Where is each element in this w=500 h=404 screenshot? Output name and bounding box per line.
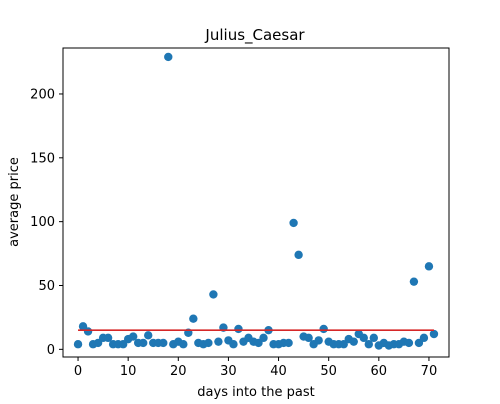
y-tick-label: 100 bbox=[30, 215, 55, 230]
data-point bbox=[128, 332, 138, 341]
x-tick-label: 50 bbox=[320, 364, 337, 379]
data-point bbox=[139, 338, 148, 348]
y-tick-label: 0 bbox=[47, 343, 55, 358]
data-point bbox=[429, 329, 439, 339]
data-point bbox=[144, 331, 153, 340]
data-point bbox=[419, 333, 429, 343]
data-point bbox=[259, 333, 268, 343]
data-point bbox=[409, 277, 419, 286]
data-point bbox=[314, 336, 323, 345]
data-point bbox=[229, 340, 238, 349]
data-point bbox=[289, 218, 298, 228]
chart-title: Julius_Caesar bbox=[204, 26, 305, 45]
x-tick-label: 10 bbox=[120, 364, 137, 379]
data-point bbox=[214, 337, 223, 346]
data-point bbox=[349, 337, 358, 346]
y-axis-label: average price bbox=[7, 157, 22, 247]
y-tick-label: 200 bbox=[30, 87, 55, 102]
data-point bbox=[294, 250, 303, 260]
x-tick-label: 0 bbox=[74, 364, 82, 379]
data-point bbox=[369, 333, 379, 343]
x-axis-label: days into the past bbox=[197, 385, 314, 400]
marks-layer: 0 10 20 30 40 50 60 70 0 50 100 150 200 bbox=[30, 52, 439, 379]
x-tick-label: 30 bbox=[220, 364, 237, 379]
plot-frame bbox=[62, 47, 450, 358]
data-point bbox=[159, 338, 168, 348]
data-point bbox=[83, 327, 93, 336]
y-tick-label: 150 bbox=[30, 151, 55, 166]
data-point bbox=[284, 338, 293, 348]
x-tick-label: 70 bbox=[421, 364, 438, 379]
data-point bbox=[304, 333, 313, 343]
y-tick-label: 50 bbox=[38, 279, 55, 294]
x-tick-label: 60 bbox=[371, 364, 388, 379]
data-point bbox=[189, 314, 198, 323]
data-point bbox=[73, 340, 83, 349]
data-point bbox=[103, 333, 113, 343]
data-point bbox=[179, 340, 188, 349]
data-point bbox=[424, 262, 434, 271]
data-point bbox=[234, 324, 243, 334]
data-point bbox=[209, 290, 218, 299]
data-point bbox=[164, 52, 173, 62]
data-point bbox=[404, 338, 414, 348]
data-point bbox=[364, 340, 373, 349]
data-point bbox=[319, 324, 328, 334]
data-point bbox=[204, 338, 213, 348]
x-tick-label: 20 bbox=[170, 364, 187, 379]
x-tick-label: 40 bbox=[270, 364, 287, 379]
data-point bbox=[359, 333, 368, 343]
